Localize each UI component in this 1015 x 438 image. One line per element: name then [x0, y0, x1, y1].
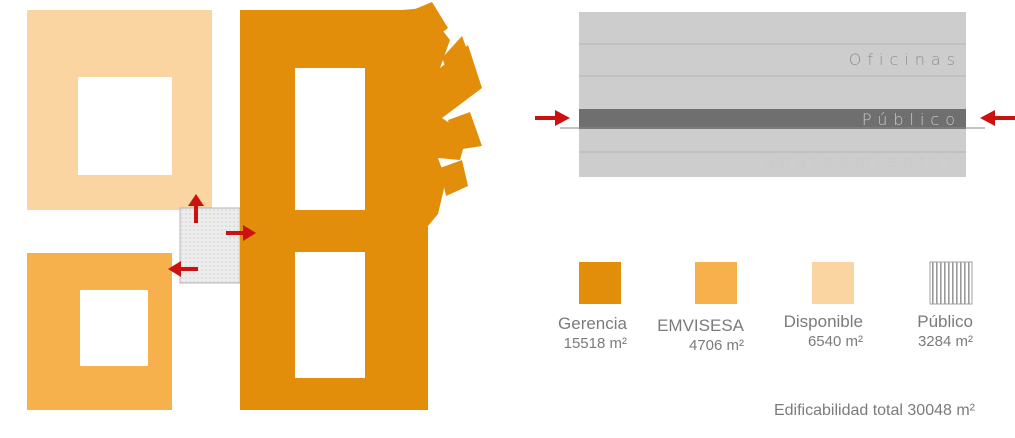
legend-name: EMVISESA: [657, 316, 744, 335]
section-label-aparcamientos: Aparcamientos: [762, 152, 961, 171]
section-diagram: [560, 12, 985, 177]
legend-swatch-publico: [929, 261, 973, 305]
disponible-block: [27, 10, 212, 210]
total-buildable-area: Edificabilidad total 30048 m²: [773, 402, 975, 419]
gerencia-block: [240, 8, 482, 410]
legend-item-publico: Público 3284 m²: [917, 312, 973, 352]
arrow-left-icon: [980, 110, 1015, 126]
legend-swatch-emvisesa: [695, 262, 737, 304]
legend-swatch-gerencia: [579, 262, 621, 304]
gerencia-fins: [408, 2, 482, 196]
arrow-up-icon: [188, 194, 204, 223]
legend-swatch-disponible: [812, 262, 854, 304]
emvisesa-block: [27, 253, 172, 410]
arrow-right-icon: [535, 110, 570, 126]
access-arrows-plan: [168, 194, 256, 277]
section-label-oficinas: Oficinas: [848, 50, 961, 69]
legend-name: Gerencia: [558, 314, 627, 333]
access-arrows-section: [535, 110, 1015, 126]
legend-item-emvisesa: EMVISESA 4706 m²: [657, 316, 744, 356]
legend-name: Público: [917, 312, 973, 331]
legend-area: 4706 m²: [688, 337, 744, 354]
publico-connector: [179, 207, 241, 284]
legend-area: 15518 m²: [563, 335, 627, 352]
section-public-level: [579, 109, 966, 129]
legend-item-gerencia: Gerencia 15518 m²: [558, 314, 627, 354]
arrow-left-icon: [168, 261, 198, 277]
legend-item-disponible: Disponible 6540 m²: [784, 312, 863, 352]
legend-area: 6540 m²: [807, 333, 863, 350]
legend-area: 3284 m²: [917, 333, 973, 350]
arrow-right-icon: [226, 225, 256, 241]
legend-name: Disponible: [783, 312, 863, 331]
section-label-publico: Público: [861, 110, 961, 129]
